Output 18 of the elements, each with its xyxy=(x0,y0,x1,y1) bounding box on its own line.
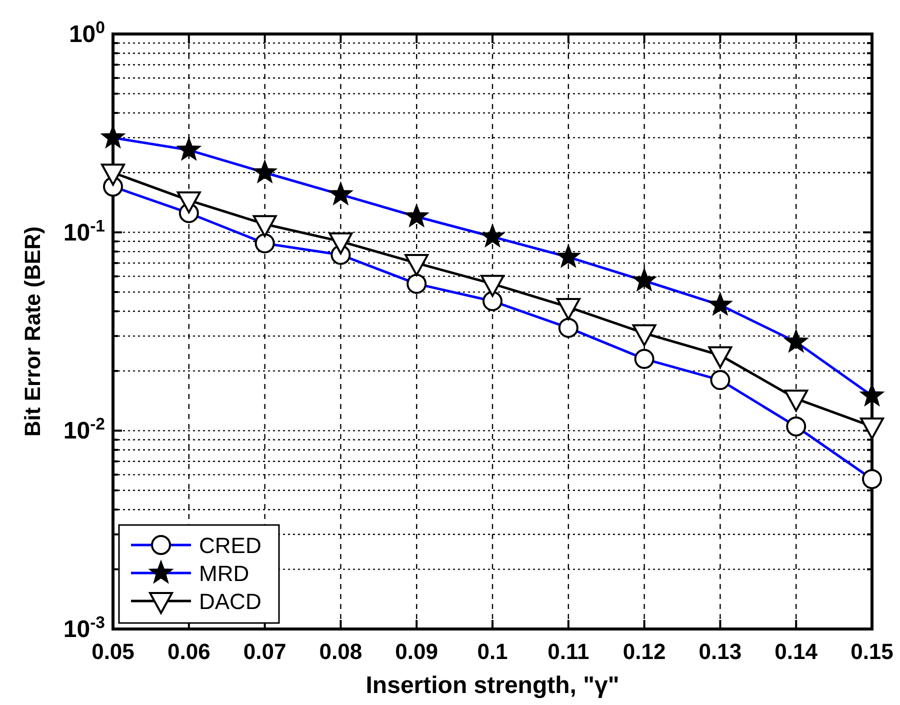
y-axis-title: Bit Error Rate (BER) xyxy=(20,226,45,437)
x-axis-title: Insertion strength, "γ" xyxy=(366,672,620,699)
x-tick-label: 0.06 xyxy=(167,639,210,664)
legend-label: CRED xyxy=(199,533,262,558)
y-tick-label: 10$^{-2}$ xyxy=(63,414,105,445)
legend-label: MRD xyxy=(199,561,250,586)
x-tick-label: 0.1 xyxy=(477,639,508,664)
x-tick-label: 0.12 xyxy=(622,639,666,664)
y-tick-label: 10$^{0}$ xyxy=(68,18,105,48)
x-tick-label: 0.08 xyxy=(319,639,362,664)
x-tick-label: 0.11 xyxy=(548,639,590,664)
x-tick-label: 0.07 xyxy=(243,639,286,664)
x-tick-label: 0.09 xyxy=(395,639,438,664)
x-tick-label: 0.15 xyxy=(850,639,894,664)
y-tick-label: 10$^{-1}$ xyxy=(63,216,105,246)
x-tick-label: 0.13 xyxy=(698,639,742,664)
legend-label: DACD xyxy=(199,589,262,614)
x-tick-label: 0.14 xyxy=(774,639,818,664)
